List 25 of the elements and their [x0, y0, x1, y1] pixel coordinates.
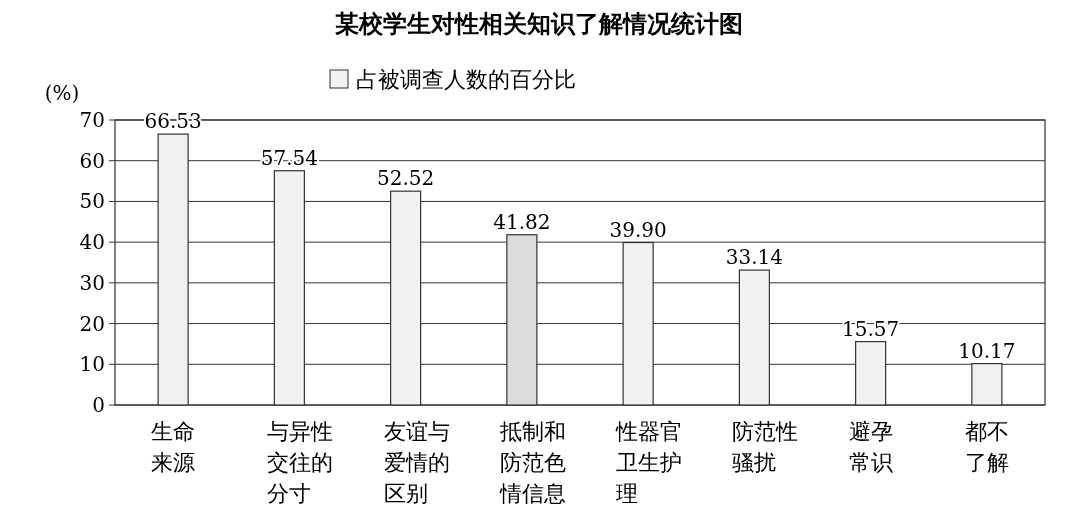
- y-tick-label: 10: [79, 352, 105, 377]
- y-tick-label: 50: [79, 189, 105, 214]
- y-axis-title: (%): [44, 81, 80, 105]
- x-tick-label: 友谊与爱情的区别: [383, 419, 450, 506]
- text: 39.90: [609, 217, 667, 242]
- y-tick-label: 60: [79, 148, 105, 173]
- text: 52.52: [376, 166, 435, 191]
- y-tick-label: 20: [79, 311, 105, 336]
- x-tick-label: 抵制和防范色情信息: [498, 419, 566, 506]
- x-tick-label: 防范性骚扰: [732, 419, 799, 475]
- y-tick-label: 30: [79, 270, 105, 295]
- text: 15.57: [841, 316, 900, 341]
- chart-title: 某校学生对性相关知识了解情况统计图: [335, 9, 743, 38]
- text: 10.17: [958, 338, 1016, 363]
- x-tick-label: 避孕常识: [848, 419, 893, 475]
- y-tick-label: 40: [79, 230, 105, 255]
- text: 33.14: [725, 245, 784, 270]
- text: 41.82: [493, 209, 551, 234]
- y-tick-label: 70: [79, 108, 105, 132]
- legend-label: 占被调查人数的百分比: [356, 67, 576, 92]
- x-tick-label: 都不了解: [964, 419, 1009, 475]
- x-tick-label: 性器官卫生护理: [615, 419, 683, 506]
- y-tick-label: 0: [92, 393, 105, 417]
- x-tick-label: 与异性交往的分寸: [267, 419, 334, 506]
- x-tick-label: 生命来源: [151, 419, 196, 475]
